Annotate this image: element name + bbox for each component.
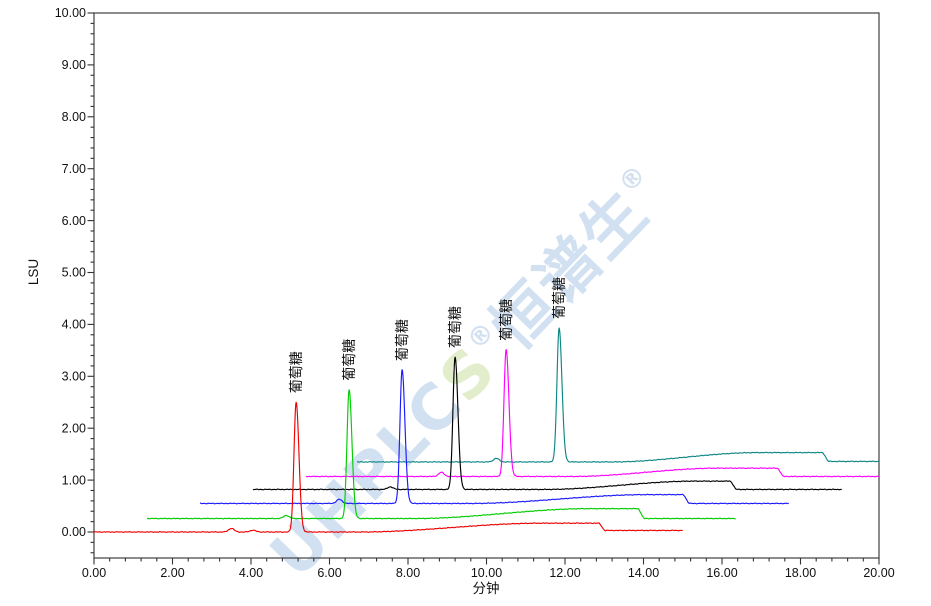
y-tick-label: 1.00	[62, 473, 86, 487]
x-tick-label: 16.00	[706, 566, 737, 580]
x-tick-label: 4.00	[239, 566, 263, 580]
y-tick-label: 0.00	[62, 525, 86, 539]
x-tick-label: 14.00	[628, 566, 659, 580]
trace-green	[146, 389, 736, 520]
y-tick-label: 4.00	[62, 318, 86, 332]
x-tick-label: 18.00	[785, 566, 816, 580]
chromatogram-traces	[93, 327, 880, 533]
peak-label-green: 葡萄糖	[341, 339, 357, 381]
peak-label-magenta: 葡萄糖	[498, 299, 514, 341]
x-tick-label: 6.00	[317, 566, 341, 580]
y-tick-label: 2.00	[62, 421, 86, 435]
trace-magenta	[305, 348, 880, 478]
y-tick-label: 8.00	[62, 110, 86, 124]
peak-label-red: 葡萄糖	[288, 351, 304, 393]
trace-black	[252, 356, 842, 491]
y-tick-label: 10.00	[55, 6, 86, 20]
axis-tick-labels: 0.00 2.00 4.00 6.00 8.00 10.00 12.00 14.00 16.00…	[55, 6, 895, 580]
y-tick-label: 7.00	[62, 162, 86, 176]
y-axis-title: LSU	[26, 259, 41, 285]
trace-blue	[199, 369, 789, 505]
x-tick-label: 8.00	[396, 566, 420, 580]
y-tick-label: 6.00	[62, 214, 86, 228]
trace-teal	[356, 327, 880, 463]
axis-ticks	[87, 12, 880, 565]
x-tick-label: 0.00	[82, 566, 106, 580]
peak-label-teal: 葡萄糖	[551, 277, 567, 319]
x-axis-title: 分钟	[473, 580, 500, 596]
peak-label-blue: 葡萄糖	[394, 319, 410, 361]
x-tick-label: 10.00	[471, 566, 502, 580]
y-tick-label: 5.00	[62, 266, 86, 280]
x-tick-label: 20.00	[863, 566, 894, 580]
peak-label-black: 葡萄糖	[447, 306, 463, 348]
x-tick-label: 2.00	[160, 566, 184, 580]
trace-red	[93, 401, 683, 533]
x-tick-label: 12.00	[549, 566, 580, 580]
y-tick-label: 9.00	[62, 58, 86, 72]
y-tick-label: 3.00	[62, 370, 86, 384]
